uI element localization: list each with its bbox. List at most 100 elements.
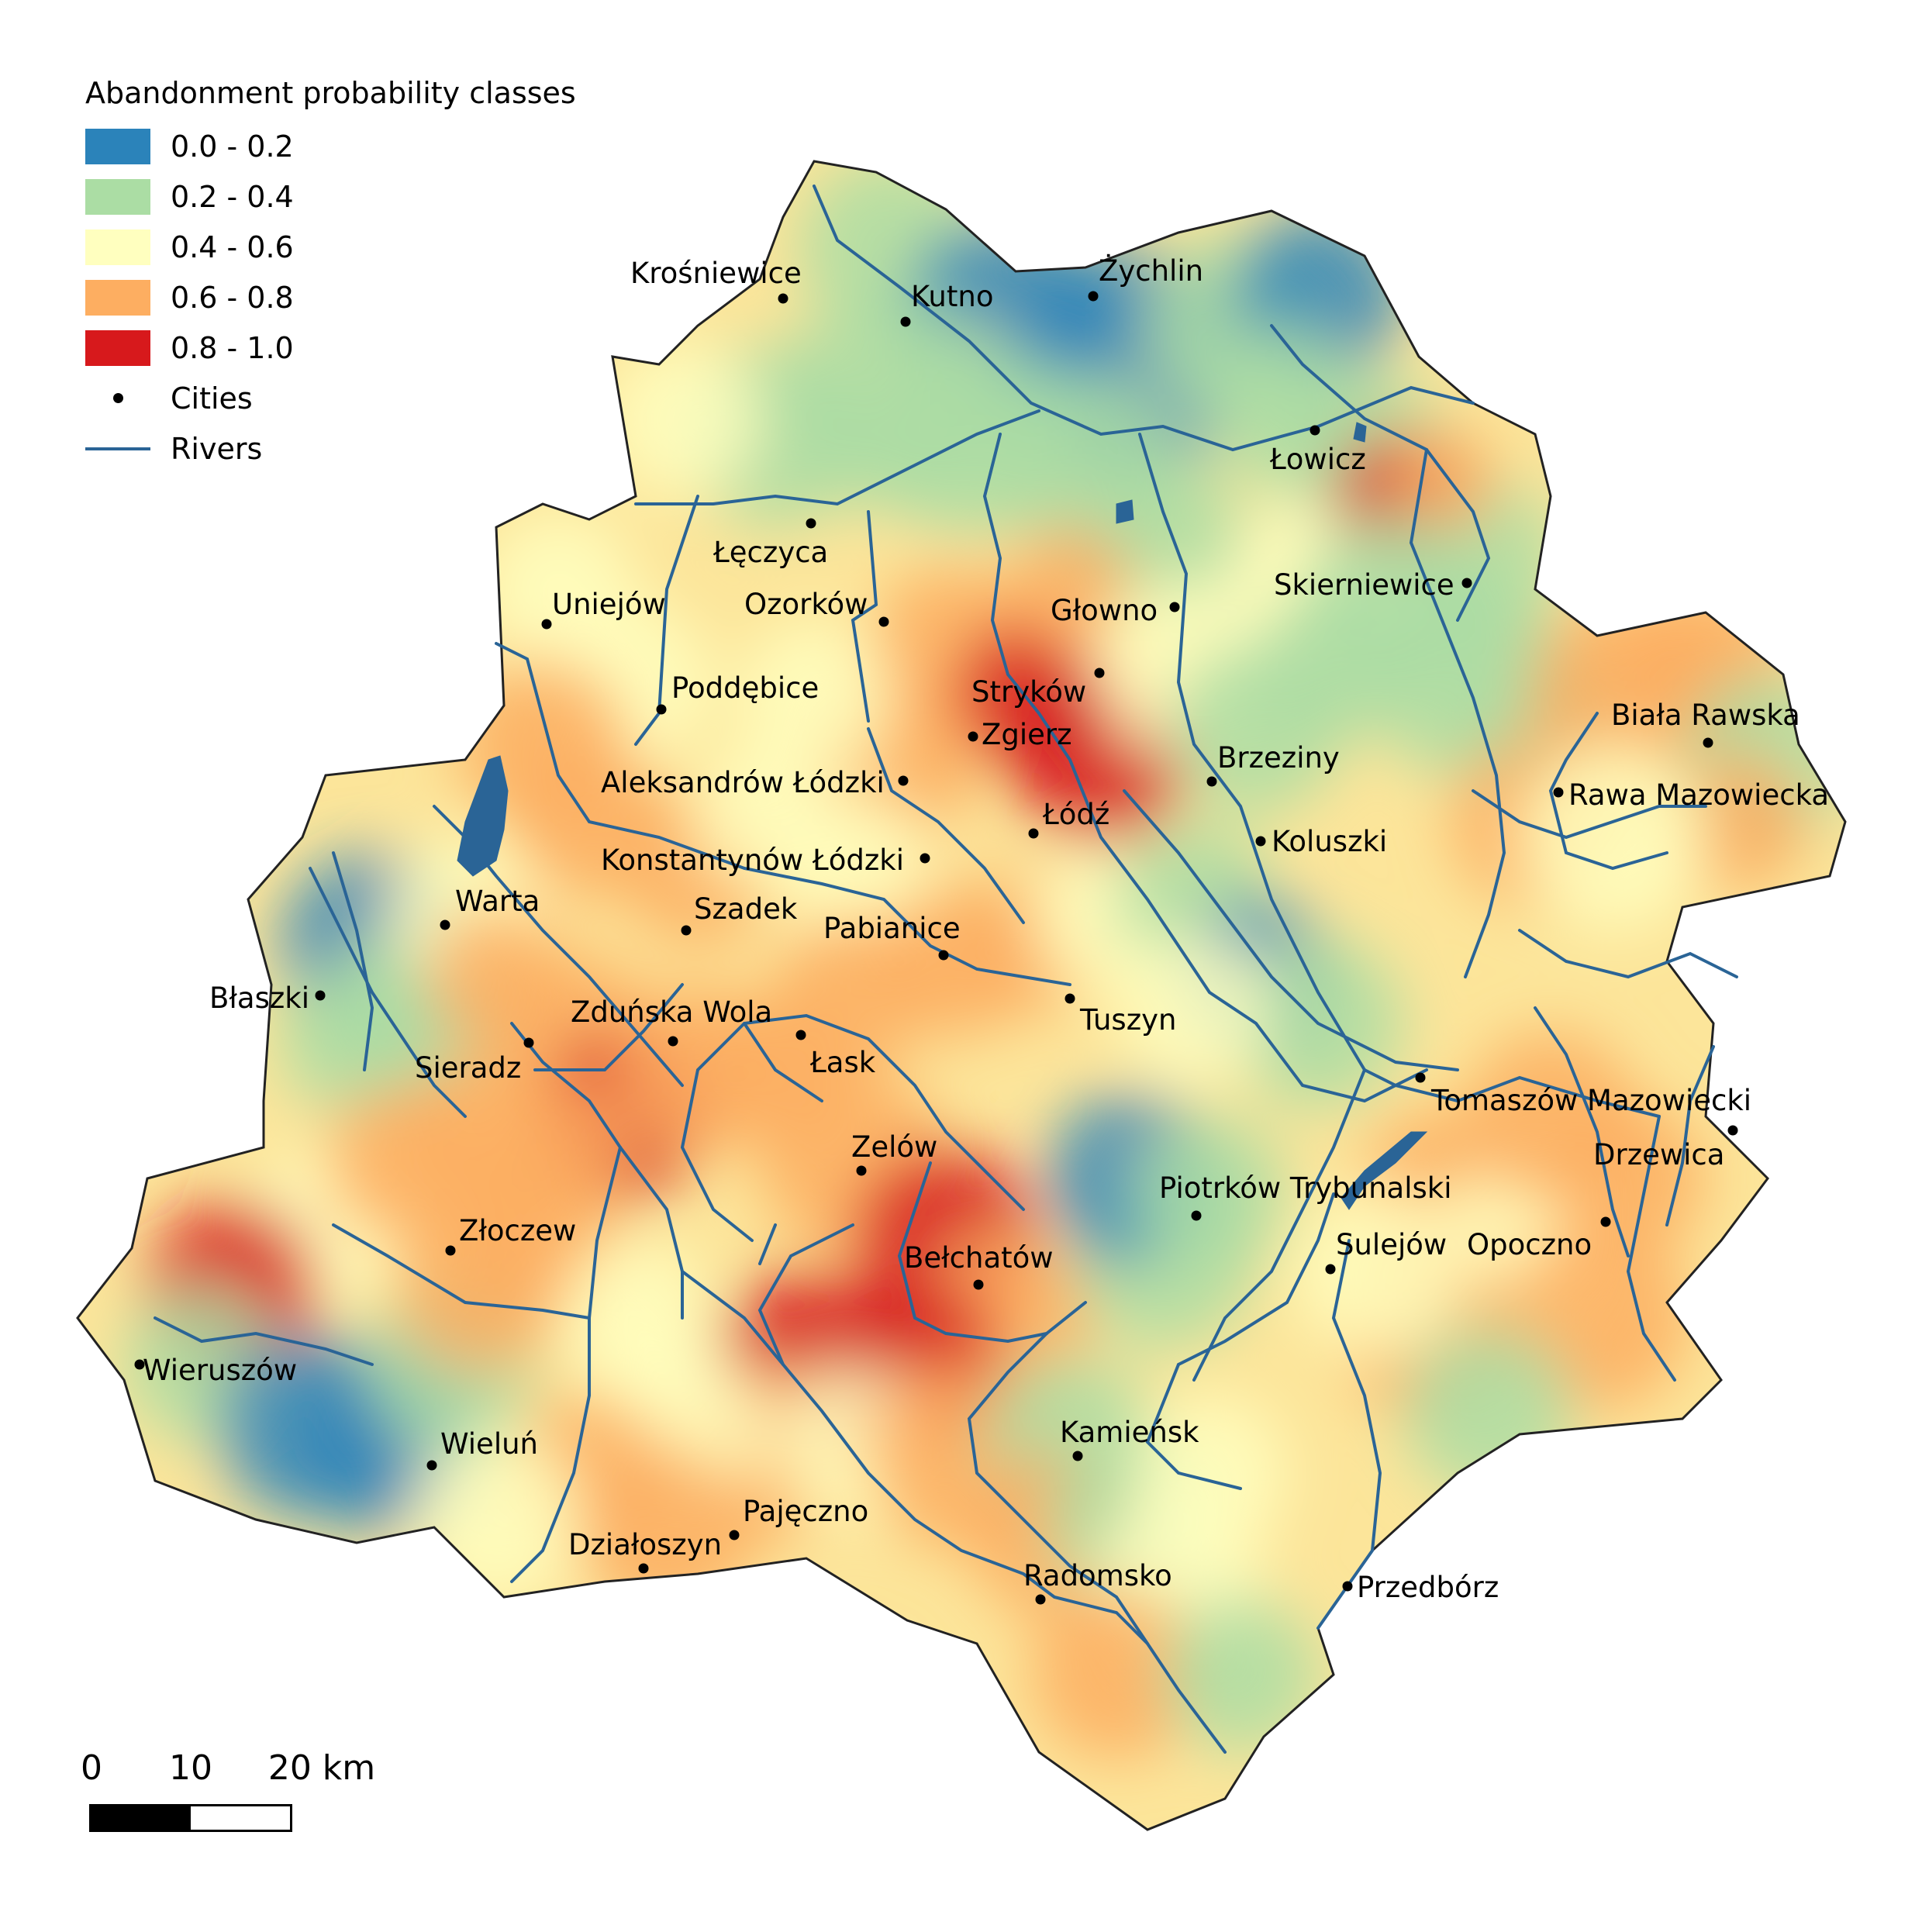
city-label: Łódź <box>1042 798 1109 831</box>
city-label: Piotrków Trybunalski <box>1159 1171 1452 1205</box>
city-marker: Działoszyn <box>568 1528 722 1574</box>
raster-blob <box>1132 1116 1287 1271</box>
scale-label: 20 km <box>267 1748 376 1788</box>
city-dot <box>1553 787 1564 798</box>
city-label: Tuszyn <box>1079 1003 1176 1037</box>
city-label: Łowicz <box>1269 443 1366 476</box>
river <box>332 1223 591 1320</box>
scale-label: 0 <box>81 1748 102 1788</box>
raster-blob <box>488 1078 628 1217</box>
scale-bar-graphic <box>89 1804 292 1832</box>
city-label: Sieradz <box>415 1051 521 1085</box>
city-marker: Pajęczno <box>729 1495 868 1540</box>
scale-bar: 0 10 20 km <box>81 1748 415 1832</box>
city-marker: Wieruszów <box>134 1354 297 1387</box>
city-marker: Sieradz <box>415 1037 534 1085</box>
scale-segment-black <box>91 1806 191 1830</box>
legend-label: 0.6 - 0.8 <box>171 280 294 315</box>
city-dot <box>1065 993 1075 1004</box>
city-marker: Uniejów <box>541 588 666 630</box>
city-dot <box>920 853 930 864</box>
city-label: Złoczew <box>459 1214 576 1247</box>
city-label: Żychlin <box>1099 254 1203 288</box>
city-label: Brzeziny <box>1217 741 1340 775</box>
river <box>1123 789 1459 1071</box>
city-dot <box>638 1563 649 1574</box>
city-marker: Łódź <box>1028 798 1109 839</box>
city-label: Biała Rawska <box>1611 699 1800 732</box>
city-label: Zgierz <box>982 718 1072 751</box>
city-marker: Drzewica <box>1593 1125 1738 1171</box>
city-label: Aleksandrów Łódzki <box>601 766 885 799</box>
city-label: Kamieńsk <box>1060 1416 1199 1449</box>
city-dot <box>878 616 889 627</box>
river <box>743 1022 823 1102</box>
city-marker: Skierniewice <box>1274 568 1472 602</box>
city-marker: Tomaszów Mazowiecki <box>1415 1072 1751 1117</box>
city-label: Skierniewice <box>1274 568 1454 602</box>
scale-label: 10 <box>169 1748 212 1788</box>
city-dot <box>938 950 949 961</box>
city-label: Wieluń <box>440 1427 538 1461</box>
legend-swatch <box>85 229 150 265</box>
city-dot <box>795 1030 806 1040</box>
raster-blob <box>1163 1597 1318 1752</box>
raster-blob <box>1008 527 1132 651</box>
city-dot <box>1703 737 1713 748</box>
city-marker: Poddębice <box>656 671 819 715</box>
city-label: Sulejów <box>1336 1228 1447 1261</box>
city-marker: Łowicz <box>1269 425 1366 476</box>
legend-title: Abandonment probability classes <box>85 76 576 110</box>
raster-blob <box>1295 1186 1465 1357</box>
river <box>309 867 467 1118</box>
lake <box>457 755 509 877</box>
city-dot <box>1342 1581 1353 1592</box>
river <box>813 185 1475 452</box>
city-marker: Tuszyn <box>1065 993 1176 1037</box>
river <box>1145 1363 1242 1490</box>
city-dot <box>898 775 909 786</box>
city-label: Poddębice <box>671 671 819 705</box>
city-marker: Głowno <box>1051 594 1180 627</box>
city-marker: Opoczno <box>1467 1216 1611 1261</box>
city-marker: Konstantynów Łódzki <box>601 844 930 877</box>
city-dot <box>1169 602 1180 612</box>
city-dot <box>315 990 326 1001</box>
scale-segment-white <box>191 1806 290 1830</box>
river <box>851 510 878 723</box>
raster-blob <box>1551 1101 1706 1256</box>
scale-labels: 0 10 20 km <box>81 1748 415 1795</box>
river <box>757 1223 1149 1645</box>
city-dot <box>1600 1216 1611 1227</box>
city-dot <box>445 1245 456 1256</box>
city-label: Głowno <box>1051 594 1158 627</box>
legend-label: 0.2 - 0.4 <box>171 179 294 214</box>
city-dot <box>1415 1072 1426 1083</box>
city-label: Bełchatów <box>904 1241 1054 1275</box>
city-label: Krośniewice <box>630 257 802 290</box>
legend-swatch <box>85 279 150 316</box>
lake <box>1341 1131 1428 1210</box>
city-dot <box>541 619 552 630</box>
legend-item-class-2: 0.2 - 0.4 <box>85 171 576 222</box>
city-dot <box>1325 1264 1336 1275</box>
river <box>1548 712 1668 871</box>
river <box>1316 1239 1382 1630</box>
river <box>1518 929 1738 979</box>
city-marker: Bełchatów <box>904 1241 1054 1290</box>
city-dot <box>1088 291 1099 302</box>
lake <box>1353 422 1367 443</box>
city-marker: Piotrków Trybunalski <box>1159 1171 1452 1221</box>
river <box>154 1316 374 1366</box>
city-label: Ozorków <box>744 588 868 621</box>
city-marker: Sulejów <box>1325 1228 1447 1275</box>
city-dot <box>1727 1125 1738 1136</box>
lake <box>1116 499 1134 524</box>
river <box>967 1301 1227 1754</box>
city-label: Wieruszów <box>143 1354 297 1387</box>
legend-swatch <box>85 329 150 366</box>
city-label: Pabianice <box>823 912 961 945</box>
city-label: Szadek <box>694 892 798 926</box>
legend-label: 0.8 - 1.0 <box>171 330 294 365</box>
city-marker: Przedbórz <box>1342 1571 1499 1604</box>
